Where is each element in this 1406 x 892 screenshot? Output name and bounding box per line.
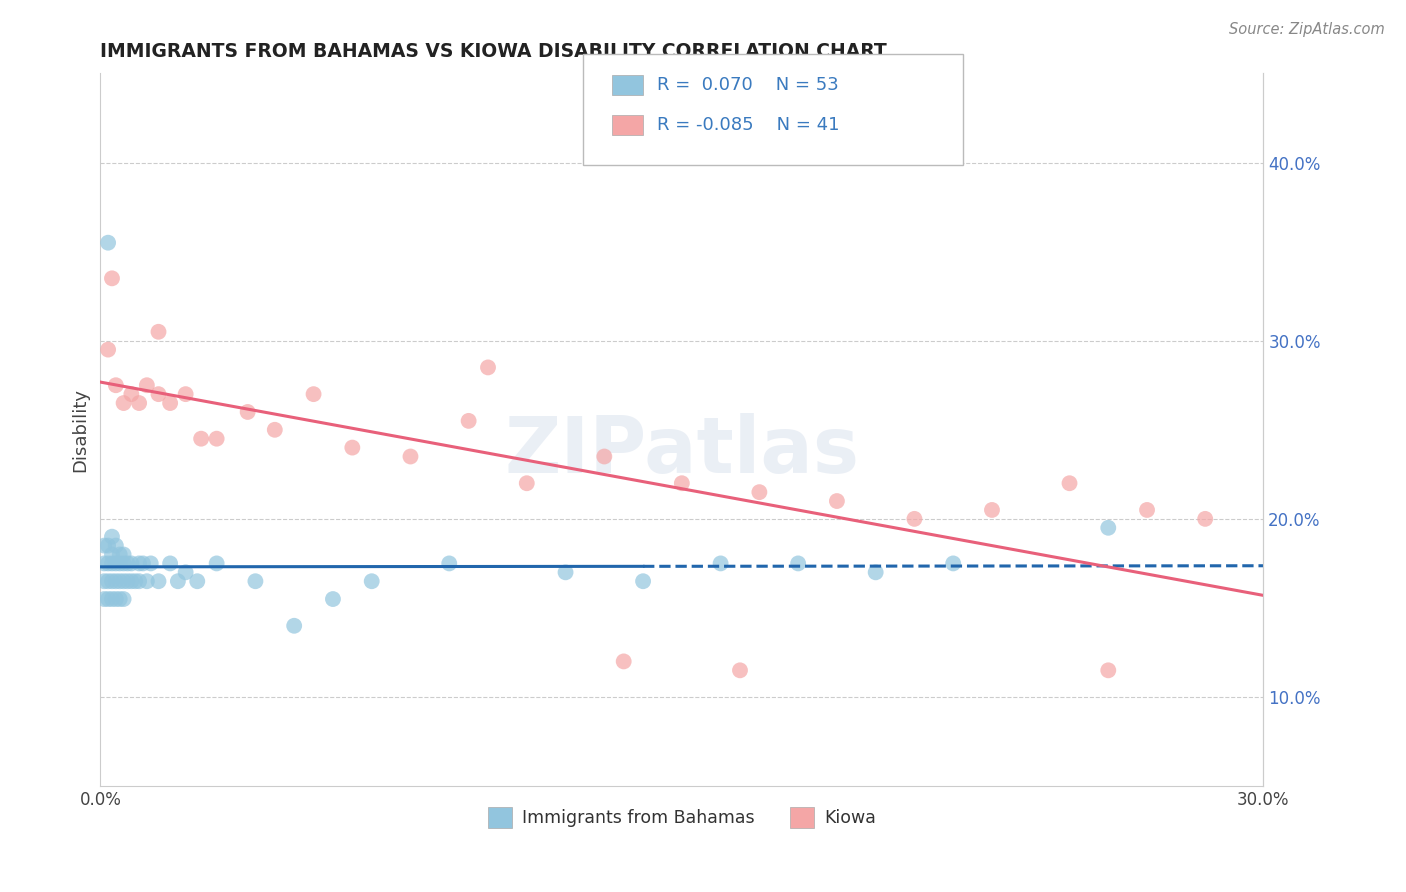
Point — [186, 574, 208, 589]
Point — [865, 566, 887, 580]
Point — [93, 557, 115, 571]
Point — [101, 548, 124, 562]
Text: Source: ZipAtlas.com: Source: ZipAtlas.com — [1229, 22, 1385, 37]
Y-axis label: Disability: Disability — [72, 388, 89, 472]
Point — [112, 548, 135, 562]
Point — [205, 432, 228, 446]
Point — [942, 557, 965, 571]
Point — [108, 574, 131, 589]
Point — [101, 592, 124, 607]
Point — [613, 654, 636, 668]
Point — [120, 387, 142, 401]
Point — [174, 387, 197, 401]
Point — [148, 574, 170, 589]
Point — [728, 663, 751, 677]
Point — [135, 378, 157, 392]
Point — [139, 557, 162, 571]
Point — [97, 343, 120, 357]
Point — [128, 396, 150, 410]
Point — [148, 325, 170, 339]
Point — [93, 574, 115, 589]
Point — [101, 530, 124, 544]
Point — [1136, 503, 1159, 517]
Point — [108, 592, 131, 607]
Point — [108, 548, 131, 562]
Point — [135, 574, 157, 589]
Point — [981, 503, 1004, 517]
Point — [342, 441, 364, 455]
Point — [283, 619, 305, 633]
Point — [263, 423, 285, 437]
Point — [516, 476, 538, 491]
Point — [1194, 512, 1216, 526]
Point — [124, 574, 146, 589]
Point — [117, 574, 139, 589]
Point — [1097, 521, 1119, 535]
Point — [97, 557, 120, 571]
Point — [112, 396, 135, 410]
Point — [101, 271, 124, 285]
Point — [671, 476, 693, 491]
Point — [477, 360, 499, 375]
Point — [120, 557, 142, 571]
Point — [825, 494, 848, 508]
Point — [710, 557, 733, 571]
Point — [748, 485, 770, 500]
Point — [167, 574, 190, 589]
Point — [108, 557, 131, 571]
Point — [104, 592, 127, 607]
Text: ZIPatlas: ZIPatlas — [505, 413, 859, 489]
Point — [236, 405, 259, 419]
Point — [245, 574, 267, 589]
Point — [322, 592, 344, 607]
Point — [631, 574, 654, 589]
Point — [148, 387, 170, 401]
Point — [302, 387, 325, 401]
Point — [104, 539, 127, 553]
Point — [439, 557, 461, 571]
Point — [101, 574, 124, 589]
Point — [97, 574, 120, 589]
Point — [128, 574, 150, 589]
Point — [97, 235, 120, 250]
Point — [112, 592, 135, 607]
Point — [93, 539, 115, 553]
Point — [205, 557, 228, 571]
Point — [360, 574, 382, 589]
Point — [97, 539, 120, 553]
Point — [104, 557, 127, 571]
Point — [554, 566, 576, 580]
Point — [174, 566, 197, 580]
Point — [112, 574, 135, 589]
Point — [903, 512, 925, 526]
Point — [787, 557, 810, 571]
Point — [104, 378, 127, 392]
Point — [1097, 663, 1119, 677]
Point — [97, 592, 120, 607]
Text: R = -0.085    N = 41: R = -0.085 N = 41 — [657, 116, 839, 134]
Point — [132, 557, 155, 571]
Point — [112, 557, 135, 571]
Point — [93, 592, 115, 607]
Point — [104, 574, 127, 589]
Text: IMMIGRANTS FROM BAHAMAS VS KIOWA DISABILITY CORRELATION CHART: IMMIGRANTS FROM BAHAMAS VS KIOWA DISABIL… — [100, 42, 887, 61]
Point — [399, 450, 422, 464]
Point — [128, 557, 150, 571]
Point — [593, 450, 616, 464]
Point — [159, 396, 181, 410]
Legend: Immigrants from Bahamas, Kiowa: Immigrants from Bahamas, Kiowa — [481, 800, 883, 835]
Point — [117, 557, 139, 571]
Point — [159, 557, 181, 571]
Point — [457, 414, 479, 428]
Point — [1059, 476, 1081, 491]
Text: R =  0.070    N = 53: R = 0.070 N = 53 — [657, 76, 838, 94]
Point — [190, 432, 212, 446]
Point — [120, 574, 142, 589]
Point — [101, 557, 124, 571]
